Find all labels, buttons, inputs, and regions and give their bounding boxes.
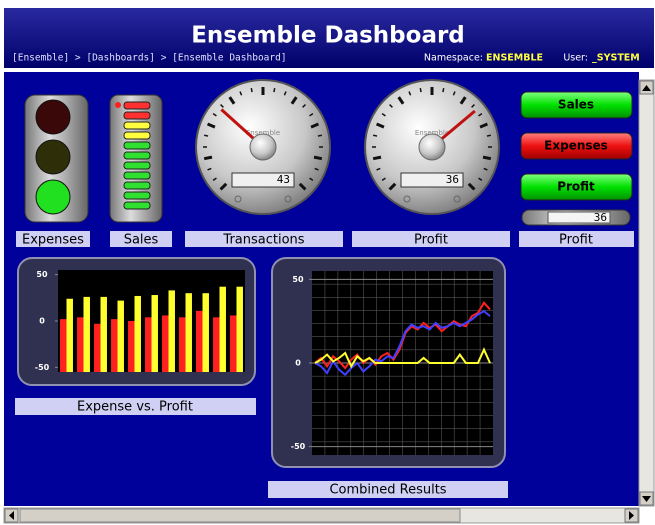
- y-tick-label: 0: [39, 317, 45, 326]
- chart-title: Expense vs. Profit: [77, 400, 193, 415]
- gauge-tick: [318, 135, 322, 136]
- gauge-tick: [204, 157, 212, 159]
- vertical-scrollbar[interactable]: [639, 80, 654, 506]
- bar: [213, 317, 219, 372]
- bar: [60, 319, 66, 372]
- gauge-tick: [483, 157, 491, 159]
- bar: [135, 296, 141, 372]
- bar: [196, 311, 202, 372]
- button-label[interactable]: Sales: [558, 98, 594, 112]
- breadcrumb[interactable]: [Ensemble] > [Dashboards] > [Ensemble Da…: [12, 53, 287, 64]
- bar: [162, 315, 168, 372]
- user: _SYSTEM: [592, 53, 640, 64]
- led: [124, 202, 150, 209]
- led: [124, 152, 150, 159]
- led: [124, 122, 150, 129]
- y-tick-label: 50: [292, 275, 304, 284]
- bar: [128, 321, 134, 372]
- namespace: ENSEMBLE: [486, 53, 543, 64]
- bar: [101, 297, 107, 372]
- odometer-readout: 36: [594, 211, 607, 224]
- user-label: User:: [563, 53, 588, 64]
- bar: [237, 287, 243, 372]
- y-tick-label: -50: [291, 442, 306, 451]
- gauge-tick: [373, 157, 381, 159]
- led: [124, 102, 150, 109]
- widget-label: Expenses: [22, 233, 84, 248]
- gauge-tick: [373, 135, 377, 136]
- led: [124, 112, 150, 119]
- gauge-tick: [314, 157, 322, 159]
- dashboard: Ensemble Dashboard [Ensemble] > [Dashboa…: [0, 0, 655, 525]
- bar: [220, 287, 226, 372]
- bar: [203, 293, 209, 372]
- led: [124, 132, 150, 139]
- y-tick-label: -50: [35, 363, 50, 372]
- led: [124, 142, 150, 149]
- button-label[interactable]: Profit: [557, 180, 595, 194]
- gauge-hub: [419, 134, 445, 160]
- gauge-tick: [204, 135, 208, 136]
- page-title: Ensemble Dashboard: [191, 23, 465, 49]
- widget-label: Profit: [559, 233, 593, 248]
- bar: [67, 299, 73, 372]
- led-stack: [124, 102, 150, 209]
- namespace-label: Namespace:: [424, 53, 483, 64]
- led: [124, 192, 150, 199]
- bar: [118, 301, 124, 372]
- bar: [169, 290, 175, 372]
- widget-label: Transactions: [222, 233, 304, 248]
- gauge-tick: [251, 88, 252, 92]
- light-yellow: [36, 140, 70, 174]
- page: {"header": {"title": "Ensemble Dashboard…: [0, 0, 655, 525]
- scroll-thumb[interactable]: [20, 509, 460, 522]
- gauge-hub: [250, 134, 276, 160]
- gauge-value: 36: [446, 173, 459, 186]
- gauge-tick: [420, 88, 421, 92]
- bar: [152, 295, 158, 372]
- led: [124, 182, 150, 189]
- y-tick-label: 50: [36, 270, 48, 279]
- gauge-tick: [274, 88, 275, 92]
- led: [124, 162, 150, 169]
- bar: [84, 297, 90, 372]
- gauge-value: 43: [277, 173, 290, 186]
- bar: [77, 317, 83, 372]
- widget-label: Sales: [124, 233, 159, 248]
- y-tick-label: 0: [295, 359, 301, 368]
- button-label[interactable]: Expenses: [544, 139, 608, 153]
- led-indicator: [115, 102, 121, 108]
- gauge-tick: [443, 88, 444, 92]
- bar: [186, 293, 192, 372]
- widget-label: Profit: [414, 233, 448, 248]
- bar: [111, 319, 117, 372]
- bar: [179, 317, 185, 372]
- bar: [230, 315, 236, 372]
- bar: [94, 324, 100, 372]
- led: [124, 172, 150, 179]
- bar: [145, 317, 151, 372]
- light-red: [36, 100, 70, 134]
- gauge-tick: [487, 135, 491, 136]
- chart-title: Combined Results: [329, 483, 446, 498]
- light-green: [36, 180, 70, 214]
